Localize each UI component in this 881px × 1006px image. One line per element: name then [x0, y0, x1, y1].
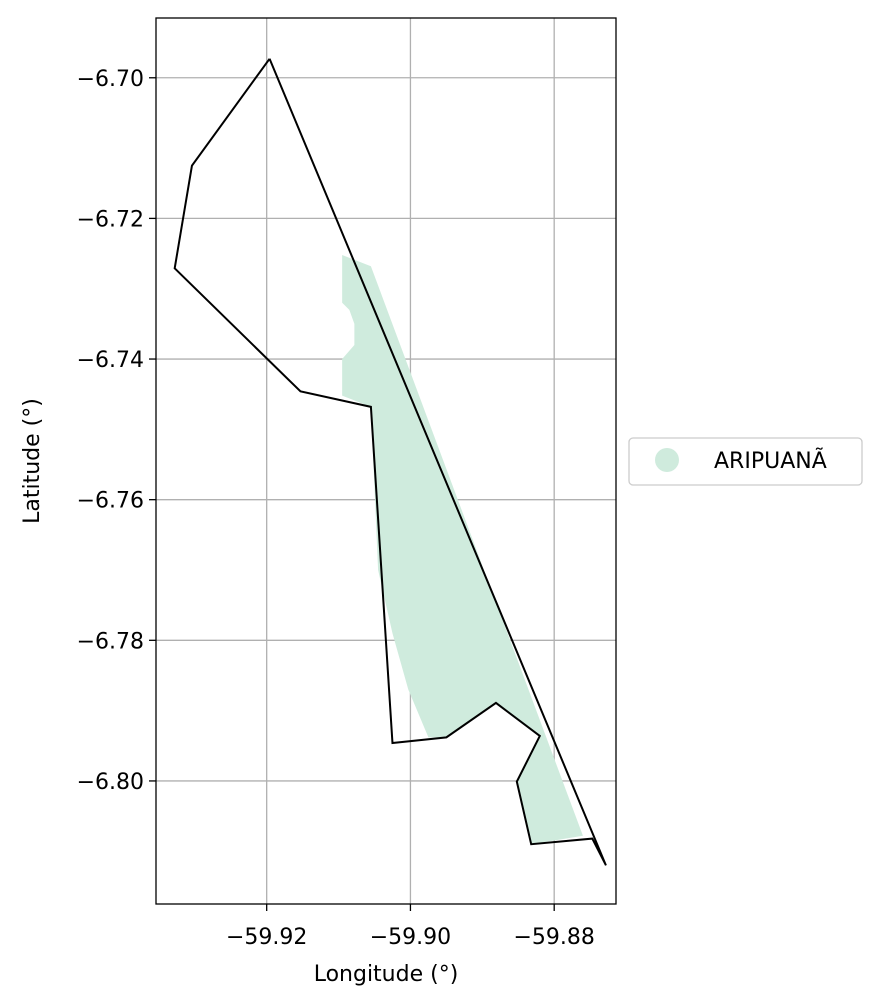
- legend-label-aripuana: ARIPUANÃ: [714, 447, 827, 474]
- y-tick-label: −6.74: [77, 348, 144, 373]
- y-tick-label: −6.76: [77, 489, 144, 514]
- legend-swatch-aripuana: [655, 448, 679, 472]
- y-tick-label: −6.72: [77, 207, 144, 232]
- boundary-layer: [173, 58, 607, 866]
- y-tick-label: −6.78: [77, 629, 144, 654]
- y-axis-ticks: −6.70 −6.72 −6.74 −6.76 −6.78 −6.80: [77, 67, 156, 795]
- axes-frame: [155, 17, 617, 905]
- x-axis-label: Longitude (°): [314, 962, 459, 987]
- plot-area: [155, 17, 617, 905]
- legend: ARIPUANÃ: [628, 437, 863, 486]
- boundary-outline: [173, 58, 607, 866]
- x-tick-label: −59.90: [370, 925, 451, 950]
- y-tick-label: −6.80: [77, 770, 144, 795]
- legend-frame: [628, 437, 863, 486]
- x-axis-ticks: −59.92 −59.90 −59.88: [226, 904, 595, 950]
- region-fill-aripuana: [342, 254, 583, 845]
- y-tick-label: −6.70: [77, 67, 144, 92]
- y-axis-label: Latitude (°): [20, 398, 45, 524]
- region-fill-layer: [342, 254, 583, 845]
- x-tick-label: −59.92: [226, 925, 307, 950]
- x-tick-label: −59.88: [513, 925, 594, 950]
